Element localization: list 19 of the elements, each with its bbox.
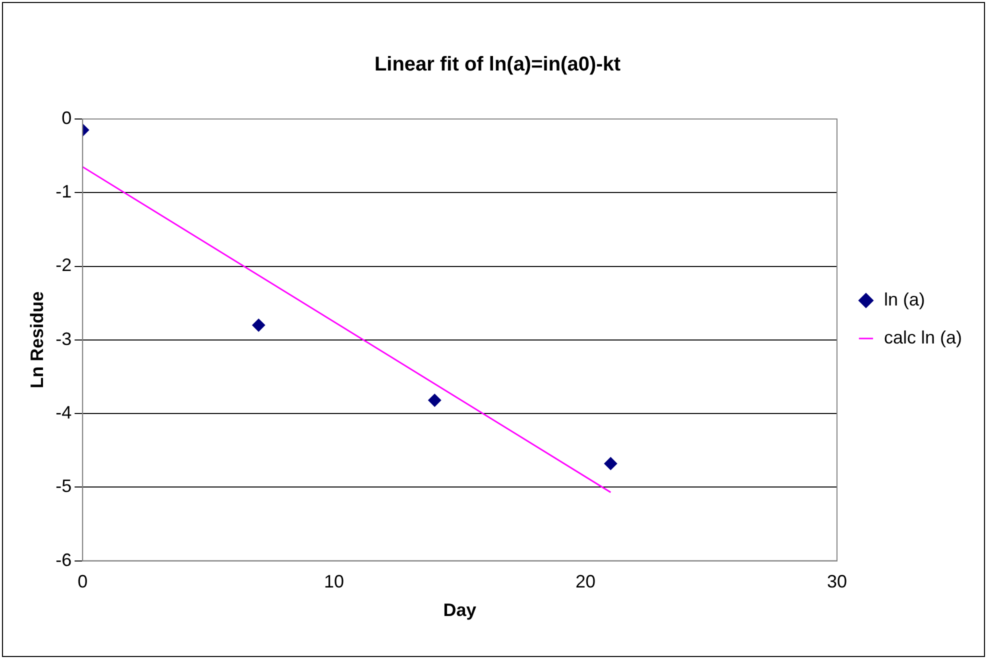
point [428,394,442,407]
x-tick-label: 10 [324,572,344,592]
y-tick-label: -6 [56,550,72,570]
y-tick-label: -2 [56,255,72,276]
y-tick-label: -5 [56,476,72,496]
x-axis-title: Day [443,600,476,620]
y-tick-label: -1 [56,182,72,202]
x-tick-label: 20 [576,572,596,592]
legend-label: calc ln (a) [884,327,962,348]
x-tick-label: 30 [826,572,847,592]
y-axis-title: Ln Residue [26,291,47,388]
y-tick-label: -3 [56,328,72,349]
point [252,318,266,332]
point [604,457,618,470]
y-tick-label: 0 [62,108,72,128]
chart-title: Linear fit of ln(a)=in(a0)-kt [374,54,621,76]
legend-label: ln (a) [884,289,925,310]
x-tick-label: 0 [78,572,88,592]
y-tick-label: -4 [56,402,72,422]
